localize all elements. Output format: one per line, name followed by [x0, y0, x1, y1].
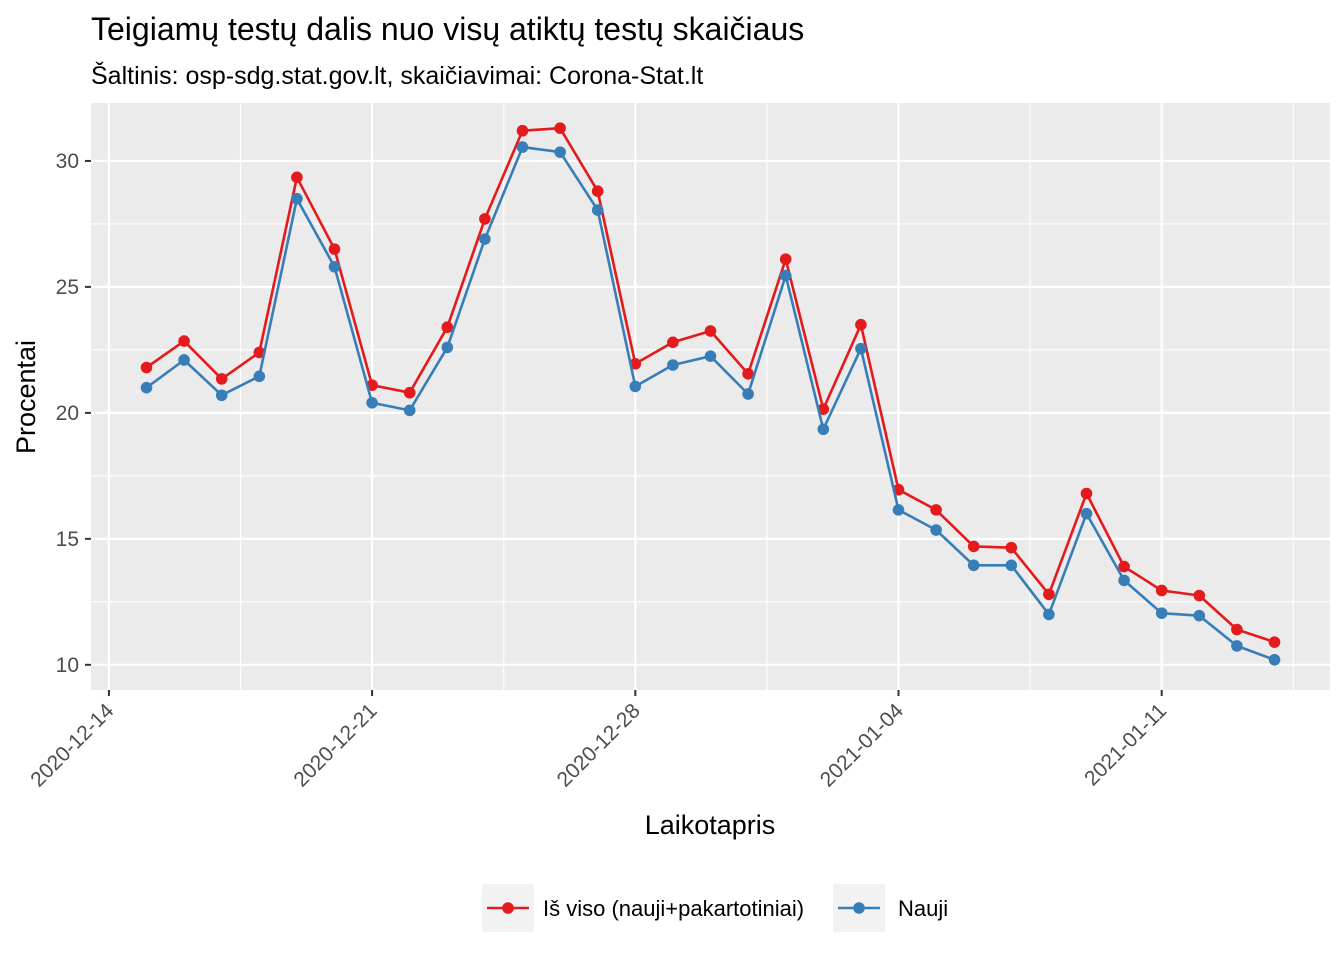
x-tick-label-3: 2021-01-04 [816, 699, 908, 791]
series-1-point-27 [1155, 607, 1168, 619]
series-0-point-8 [441, 321, 454, 334]
series-1-point-6 [366, 396, 378, 409]
legend-key-point-0 [502, 902, 514, 914]
y-tick-label-3: 25 [56, 276, 79, 299]
series-0-point-22 [967, 540, 980, 553]
series-1-point-24 [1043, 608, 1055, 621]
series-0-point-16 [742, 368, 754, 380]
x-tick-label-4: 2021-01-11 [1080, 699, 1171, 790]
series-0-point-21 [930, 504, 942, 516]
series-0-point-2 [215, 373, 228, 385]
series-0-point-15 [704, 325, 717, 337]
chart-title: Teigiamų testų dalis nuo visų atiktų tes… [91, 11, 804, 47]
series-1-point-1 [178, 354, 190, 366]
series-1-point-3 [253, 370, 266, 383]
y-tick-label-1: 15 [56, 528, 79, 551]
series-1-point-12 [591, 204, 604, 216]
series-0-point-29 [1231, 623, 1243, 636]
series-0-point-25 [1080, 487, 1093, 500]
series-0-point-9 [479, 213, 491, 225]
series-1-point-17 [779, 269, 792, 282]
series-0-point-19 [855, 318, 867, 331]
series-1-point-22 [967, 559, 980, 572]
series-0-point-7 [403, 386, 416, 399]
series-1-point-19 [855, 342, 867, 355]
series-1-point-16 [742, 388, 754, 400]
series-0-point-5 [328, 243, 341, 255]
y-tick-label-4: 30 [56, 150, 79, 173]
series-1-point-28 [1193, 609, 1206, 622]
series-0-point-26 [1118, 560, 1130, 573]
x-tick-label-2: 2020-12-28 [553, 699, 645, 791]
series-1-point-18 [817, 423, 830, 436]
series-1-point-7 [403, 404, 416, 417]
x-axis-title: Laikotapris [645, 810, 776, 840]
series-0-point-0 [140, 361, 153, 374]
series-0-point-10 [516, 124, 529, 137]
legend-key-point-1 [853, 902, 865, 914]
series-1-point-4 [291, 192, 303, 205]
series-1-point-26 [1118, 574, 1130, 587]
chart-subtitle: Šaltinis: osp-sdg.stat.gov.lt, skaičiavi… [91, 61, 703, 90]
series-1-point-2 [215, 389, 228, 402]
series-1-point-14 [667, 359, 679, 371]
series-1-point-15 [704, 350, 717, 362]
series-1-point-8 [441, 341, 454, 354]
series-1-point-21 [930, 524, 942, 536]
x-axis: 2020-12-14 2020-12-21 2020-12-28 2021-01-04… [26, 690, 1171, 791]
series-1-point-9 [479, 233, 491, 245]
x-tick-label-1: 2020-12-21 [289, 699, 381, 791]
legend-label-0: Iš viso (nauji+pakartotiniai) [543, 896, 804, 921]
series-1-point-29 [1231, 640, 1243, 652]
x-tick-label-0: 2020-12-14 [26, 699, 118, 791]
series-1-point-23 [1005, 559, 1018, 572]
series-0-point-30 [1268, 636, 1281, 648]
series-1-point-10 [516, 141, 529, 153]
y-tick-label-0: 10 [56, 654, 79, 677]
series-1-point-13 [629, 380, 642, 393]
series-0-point-27 [1155, 584, 1168, 597]
series-0-point-17 [779, 253, 792, 265]
series-1-point-0 [140, 381, 153, 394]
series-1-point-11 [554, 146, 566, 158]
series-0-point-12 [591, 185, 604, 197]
series-0-point-28 [1193, 589, 1206, 602]
series-0-point-23 [1005, 541, 1018, 554]
series-1-point-30 [1268, 653, 1281, 666]
series-1-point-20 [892, 504, 905, 516]
y-axis-title: Procentai [11, 340, 41, 454]
series-layer [140, 122, 1281, 666]
series-0-point-1 [178, 335, 190, 347]
series-0-point-11 [554, 122, 566, 134]
legend: Iš viso (nauji+pakartotiniai) Nauji [482, 884, 948, 932]
series-0-point-24 [1043, 588, 1055, 601]
series-1-point-5 [328, 260, 341, 273]
series-0-point-14 [667, 336, 679, 349]
series-0-point-4 [291, 171, 303, 184]
series-0-point-3 [253, 346, 266, 359]
y-tick-label-2: 20 [56, 402, 79, 425]
series-1-point-25 [1080, 507, 1093, 520]
minor-gridlines [91, 103, 1330, 690]
legend-label-1: Nauji [898, 896, 948, 921]
y-axis: 10 15 20 25 30 [56, 150, 91, 677]
